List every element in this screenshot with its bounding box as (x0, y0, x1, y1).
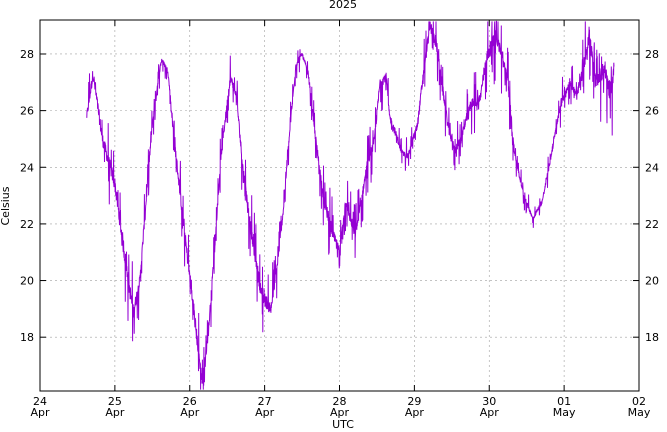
x-tick-label-day: 25 (108, 395, 122, 408)
x-tick-label-month: Apr (105, 406, 125, 419)
x-tick-label-day: 01 (557, 395, 571, 408)
x-tick-label-day: 30 (482, 395, 496, 408)
x-tick-label-day: 24 (33, 395, 47, 408)
x-axis-ticks: 24Apr25Apr26Apr27Apr28Apr29Apr30Apr01May… (30, 20, 651, 419)
grid-lines (40, 20, 639, 391)
x-tick-label-day: 28 (333, 395, 347, 408)
y-tick-label-right: 26 (645, 105, 659, 118)
y-tick-label-right: 28 (645, 48, 659, 61)
x-tick-label-month: Apr (480, 406, 500, 419)
series-line (86, 20, 615, 390)
y-axis-label: Celsius (0, 186, 12, 225)
x-axis-label: UTC (332, 418, 354, 431)
x-tick-label-month: Apr (255, 406, 275, 419)
y-tick-label-left: 26 (20, 105, 34, 118)
x-tick-label-day: 27 (258, 395, 272, 408)
y-tick-label-right: 22 (645, 218, 659, 231)
x-tick-label-day: 26 (183, 395, 197, 408)
x-tick-label-month: May (628, 406, 651, 419)
x-tick-label-month: Apr (30, 406, 50, 419)
y-tick-label-left: 28 (20, 48, 34, 61)
y-tick-label-left: 24 (20, 161, 34, 174)
y-tick-label-left: 18 (20, 331, 34, 344)
x-tick-label-month: May (553, 406, 576, 419)
series-trace (86, 20, 615, 390)
y-tick-label-right: 24 (645, 161, 659, 174)
x-tick-label-day: 29 (407, 395, 421, 408)
y-tick-label-right: 18 (645, 331, 659, 344)
y-tick-label-left: 22 (20, 218, 34, 231)
x-tick-label-month: Apr (330, 406, 350, 419)
y-axis-ticks: 18 18 20 20 22 22 24 24 26 26 28 28 (20, 48, 659, 344)
x-tick-label-month: Apr (180, 406, 200, 419)
x-tick-label-month: Apr (405, 406, 425, 419)
chart-title: 2025 (329, 0, 357, 11)
x-tick-label-day: 02 (632, 395, 646, 408)
y-tick-label-right: 20 (645, 275, 659, 288)
y-tick-label-left: 20 (20, 275, 34, 288)
